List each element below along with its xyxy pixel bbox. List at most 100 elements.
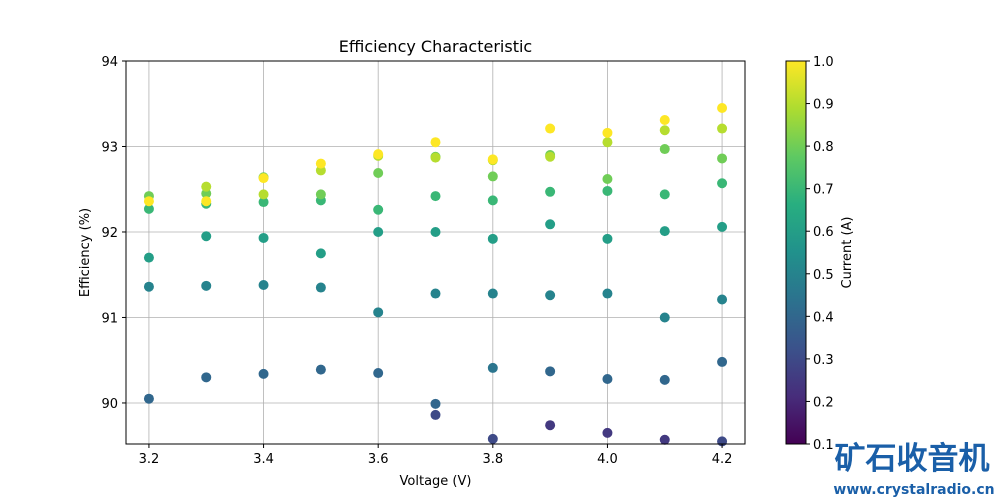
data-point <box>545 123 556 134</box>
data-point <box>659 226 670 237</box>
data-point <box>717 356 728 367</box>
data-point <box>430 398 441 409</box>
y-axis-label: Efficiency (%) <box>78 208 93 297</box>
data-point <box>201 188 212 199</box>
colorbar-tick-label: 0.1 <box>813 438 834 453</box>
y-tick-label: 94 <box>101 55 118 70</box>
data-point <box>430 137 441 148</box>
watermark-logo: 矿石收音机 www.crystalradio.cn <box>833 441 994 498</box>
data-point <box>258 368 269 379</box>
x-tick-label: 3.2 <box>139 452 160 467</box>
data-point <box>315 165 326 176</box>
data-point <box>430 191 441 202</box>
data-points <box>143 103 728 447</box>
data-point <box>487 195 498 206</box>
data-point <box>143 196 154 207</box>
data-point <box>659 114 670 125</box>
data-point <box>545 290 556 301</box>
data-point <box>430 152 441 163</box>
colorbar-tick-label: 0.5 <box>813 268 834 283</box>
colorbar-tick-label: 0.8 <box>813 140 834 155</box>
data-point <box>373 149 384 160</box>
x-tick-label: 3.8 <box>482 452 503 467</box>
data-point <box>659 189 670 200</box>
data-point <box>545 366 556 377</box>
data-point <box>602 185 613 196</box>
data-point <box>602 427 613 438</box>
data-point <box>315 282 326 293</box>
x-tick-label: 4.2 <box>712 452 733 467</box>
colorbar-tick-label: 0.4 <box>813 310 834 325</box>
data-point <box>487 171 498 182</box>
data-point <box>315 248 326 259</box>
data-point <box>373 307 384 318</box>
data-point <box>545 186 556 197</box>
colorbar-tick-label: 1.0 <box>813 55 834 70</box>
data-point <box>717 103 728 114</box>
data-point <box>258 279 269 290</box>
data-point <box>373 368 384 379</box>
data-point <box>258 173 269 184</box>
data-point <box>315 189 326 200</box>
data-point <box>602 288 613 299</box>
data-point <box>201 231 212 242</box>
data-point <box>373 167 384 178</box>
data-point <box>487 233 498 244</box>
data-point <box>602 233 613 244</box>
data-point <box>143 203 154 214</box>
data-point <box>258 197 269 208</box>
y-tick-label: 92 <box>101 226 118 241</box>
data-point <box>315 158 326 169</box>
y-axis-ticks: 90 91 92 93 94 <box>101 55 126 412</box>
data-point <box>373 226 384 237</box>
data-point <box>258 232 269 243</box>
x-tick-label: 3.6 <box>368 452 389 467</box>
data-point <box>545 151 556 162</box>
colorbar-label: Current (A) <box>840 217 855 289</box>
data-point <box>487 362 498 373</box>
data-point <box>373 204 384 215</box>
y-tick-label: 91 <box>101 311 118 326</box>
data-point <box>201 196 212 207</box>
watermark-chinese-text: 矿石收音机 <box>835 441 990 477</box>
y-tick-label: 93 <box>101 140 118 155</box>
data-point <box>602 173 613 184</box>
colorbar-tick-label: 0.6 <box>813 225 834 240</box>
data-point <box>659 374 670 385</box>
data-point <box>487 433 498 444</box>
data-point <box>717 123 728 134</box>
data-point <box>602 137 613 148</box>
data-point <box>487 288 498 299</box>
data-point <box>143 393 154 404</box>
data-point <box>659 125 670 136</box>
data-point <box>258 189 269 200</box>
x-axis-ticks: 3.2 3.4 3.6 3.8 4.0 4.2 <box>139 444 733 467</box>
data-point <box>430 409 441 420</box>
data-point <box>315 364 326 375</box>
colorbar-tick-label: 0.3 <box>813 353 834 368</box>
data-point <box>545 219 556 230</box>
data-point <box>602 127 613 138</box>
data-point <box>659 144 670 155</box>
colorbar-tick-label: 0.7 <box>813 183 834 198</box>
x-axis-label: Voltage (V) <box>400 474 472 489</box>
data-point <box>717 153 728 164</box>
data-point <box>143 252 154 263</box>
data-point <box>201 280 212 291</box>
plot-frame <box>125 60 746 445</box>
x-tick-label: 3.4 <box>253 452 274 467</box>
colorbar-ticks: 0.1 0.2 0.3 0.4 0.5 0.6 0.7 0.8 0.9 1.0 <box>806 55 834 453</box>
y-tick-label: 90 <box>101 397 118 412</box>
data-point <box>430 226 441 237</box>
colorbar <box>785 60 807 445</box>
watermark-url: www.crystalradio.cn <box>833 482 994 498</box>
colorbar-tick-label: 0.9 <box>813 98 834 113</box>
x-tick-label: 4.0 <box>597 452 618 467</box>
data-point <box>143 281 154 292</box>
data-point <box>717 221 728 232</box>
data-point <box>201 181 212 192</box>
data-point <box>487 154 498 165</box>
data-point <box>659 434 670 445</box>
data-point <box>545 420 556 431</box>
